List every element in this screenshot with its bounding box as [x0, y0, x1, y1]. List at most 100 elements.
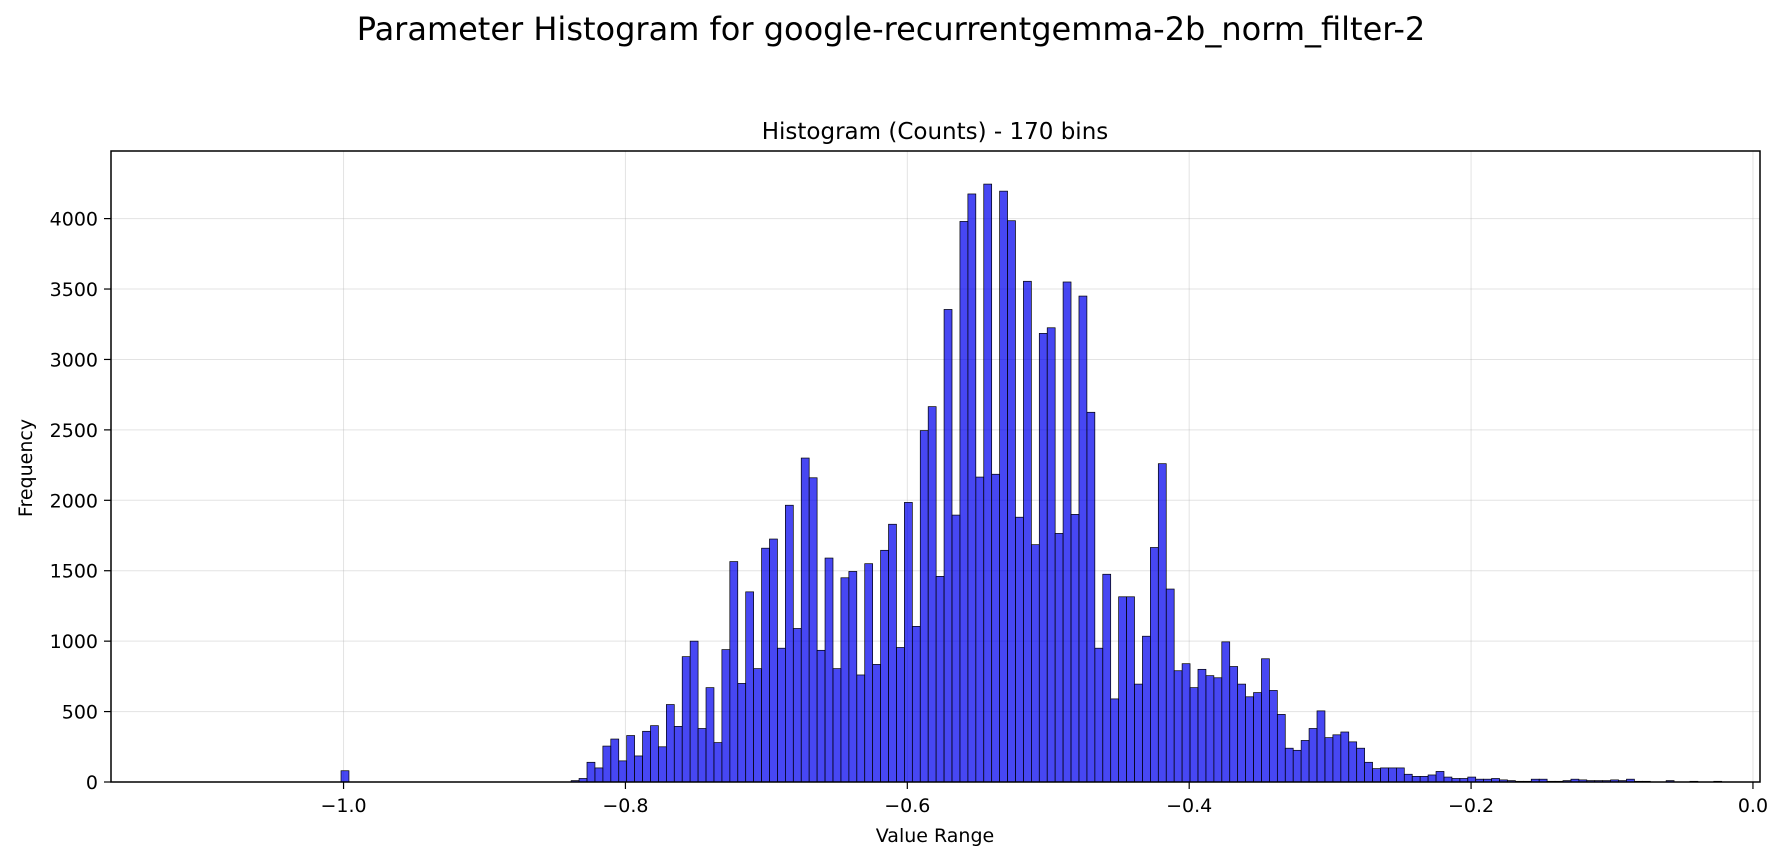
- histogram-bar: [1086, 411, 1096, 783]
- histogram-bar: [1150, 547, 1159, 783]
- histogram-bar: [880, 549, 889, 783]
- x-tick-label: −0.8: [602, 795, 648, 817]
- histogram-bar: [1300, 740, 1310, 783]
- histogram-bar: [1316, 710, 1326, 783]
- histogram-bar: [785, 504, 794, 783]
- histogram-bar: [658, 746, 667, 783]
- histogram-bar: [1380, 767, 1389, 783]
- histogram-bar: [1110, 698, 1119, 783]
- histogram-bar: [824, 557, 834, 783]
- histogram-bar: [967, 193, 977, 783]
- histogram-bar: [935, 576, 945, 783]
- histogram-bar: [753, 668, 762, 783]
- histogram-bar: [975, 476, 985, 783]
- histogram-bar: [721, 649, 731, 783]
- histogram-bar: [1007, 220, 1016, 783]
- histogram-bar: [1269, 690, 1278, 783]
- histogram-bar: [642, 730, 651, 783]
- histogram-bar: [689, 640, 699, 783]
- y-tick-label: 1000: [50, 631, 98, 653]
- histogram-bar: [1276, 714, 1286, 783]
- histogram-bar: [1253, 692, 1262, 783]
- x-axis-label: Value Range: [876, 825, 994, 847]
- histogram-bar: [919, 430, 929, 783]
- histogram-bar: [1396, 767, 1405, 783]
- y-tick-label: 2500: [50, 420, 98, 442]
- y-tick-label: 0: [86, 772, 98, 794]
- x-tick-label: −0.6: [884, 795, 930, 817]
- histogram-bar: [610, 738, 620, 783]
- y-tick-label: 500: [62, 702, 98, 724]
- histogram-bar: [713, 742, 723, 783]
- y-axis-ticks: 0 500 1000 1500 2000 2500 3000 3500 4000: [50, 209, 111, 794]
- histogram-bar: [1197, 668, 1207, 783]
- histogram-bar: [745, 591, 754, 783]
- histogram-bar: [1189, 687, 1199, 783]
- y-tick-label: 4000: [50, 209, 98, 231]
- histogram-bar: [340, 770, 350, 783]
- histogram-bar: [808, 477, 818, 783]
- histogram-bar: [864, 563, 874, 783]
- histogram-bar: [737, 683, 747, 783]
- histogram-bar: [951, 514, 961, 783]
- histogram-bar: [1054, 533, 1064, 783]
- histogram-bar: [800, 457, 810, 783]
- histogram-bar: [665, 704, 675, 783]
- histogram-bar: [1324, 737, 1334, 783]
- histogram-bar: [1181, 663, 1191, 783]
- y-axis-label: Frequency: [15, 419, 37, 517]
- histogram-bar: [769, 538, 778, 783]
- grid-lines: [111, 151, 1760, 783]
- histogram-bar: [705, 687, 715, 783]
- histogram-bar: [904, 502, 913, 783]
- histogram-bar: [1126, 596, 1135, 783]
- histogram-bar: [594, 767, 604, 783]
- histogram-bar: [1435, 771, 1445, 783]
- histogram-bar: [1340, 731, 1350, 783]
- histogram-bar: [1015, 516, 1024, 783]
- histogram-bar: [1118, 596, 1127, 783]
- histogram-bar: [1372, 768, 1381, 783]
- histogram-bar: [1165, 588, 1175, 783]
- histogram-bar: [1062, 281, 1072, 783]
- y-tick-label: 3500: [50, 279, 98, 301]
- histogram-bar: [777, 647, 786, 783]
- histogram-bar: [856, 674, 866, 783]
- histogram-bar: [999, 190, 1008, 783]
- histogram-bar: [761, 547, 770, 783]
- histogram-bar: [1094, 647, 1104, 783]
- histogram-bar: [959, 221, 969, 783]
- histogram-bar: [1229, 666, 1239, 783]
- histogram-bar: [911, 626, 921, 783]
- histogram-bar: [1078, 295, 1088, 783]
- histogram-bar: [848, 571, 858, 783]
- x-tick-label: 0.0: [1738, 795, 1768, 817]
- y-tick-label: 2000: [50, 490, 98, 512]
- x-tick-label: −1.0: [320, 795, 366, 817]
- histogram-bar: [626, 735, 635, 783]
- histogram-bar: [681, 656, 691, 783]
- histogram-bar: [634, 755, 643, 783]
- histogram-bar: [816, 649, 826, 783]
- histogram-bar: [1070, 514, 1080, 783]
- histogram-bar: [1245, 696, 1254, 783]
- x-tick-label: −0.2: [1448, 795, 1494, 817]
- histogram-bar: [872, 664, 881, 783]
- histogram-bar: [1205, 675, 1215, 783]
- histogram-bar: [1221, 641, 1231, 783]
- histogram-bar: [650, 725, 659, 783]
- histogram-bar: [1142, 635, 1151, 783]
- histogram-bar: [1046, 327, 1056, 783]
- histogram-bar: [1411, 776, 1421, 783]
- histogram-bar: [1023, 280, 1032, 783]
- histogram-bar: [1364, 761, 1373, 783]
- histogram-bar: [1261, 658, 1270, 783]
- histogram-bar: [1427, 774, 1437, 783]
- histogram-bar: [1237, 683, 1246, 783]
- histogram-bar: [1102, 573, 1112, 783]
- x-tick-label: −0.4: [1166, 795, 1212, 817]
- histogram-bars: [340, 183, 1723, 783]
- y-tick-label: 1500: [50, 561, 98, 583]
- histogram-bar: [1292, 749, 1302, 783]
- histogram-bar: [1173, 670, 1183, 783]
